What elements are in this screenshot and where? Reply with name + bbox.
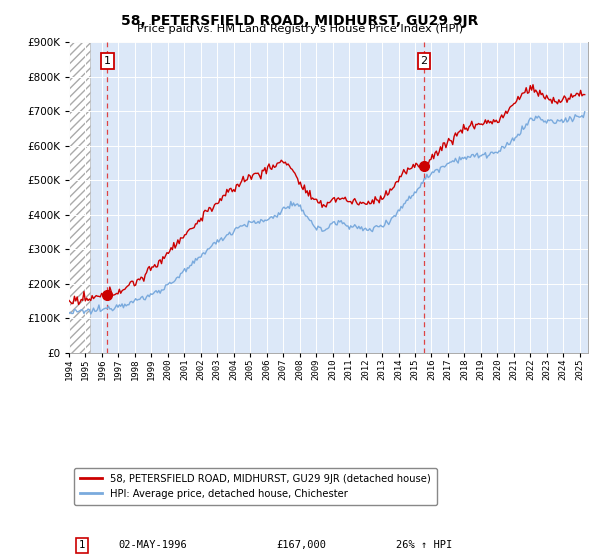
Text: 02-MAY-1996: 02-MAY-1996 [118, 540, 187, 550]
Legend: 58, PETERSFIELD ROAD, MIDHURST, GU29 9JR (detached house), HPI: Average price, d: 58, PETERSFIELD ROAD, MIDHURST, GU29 9JR… [74, 468, 437, 505]
Text: Price paid vs. HM Land Registry's House Price Index (HPI): Price paid vs. HM Land Registry's House … [137, 24, 463, 34]
Text: 26% ↑ HPI: 26% ↑ HPI [396, 540, 452, 550]
Text: 1: 1 [79, 540, 85, 550]
Text: £167,000: £167,000 [277, 540, 326, 550]
Text: 58, PETERSFIELD ROAD, MIDHURST, GU29 9JR: 58, PETERSFIELD ROAD, MIDHURST, GU29 9JR [121, 14, 479, 28]
Bar [69, 42, 91, 353]
Text: 2: 2 [421, 56, 427, 66]
Text: 1: 1 [104, 56, 111, 66]
